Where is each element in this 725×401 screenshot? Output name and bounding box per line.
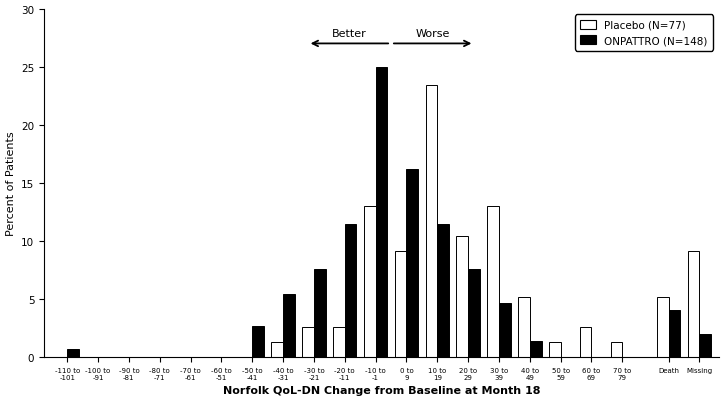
Bar [333,327,345,357]
Bar [407,170,418,357]
Bar [67,349,79,357]
X-axis label: Norfolk QoL-DN Change from Baseline at Month 18: Norfolk QoL-DN Change from Baseline at M… [223,385,541,395]
Bar [610,342,622,357]
Bar [376,67,387,357]
Bar [271,342,283,357]
Bar [688,252,700,357]
Bar [252,326,264,357]
Bar [668,310,680,357]
Bar [345,224,357,357]
Bar [487,207,499,357]
Bar [314,269,326,357]
Bar [499,303,510,357]
Text: Worse: Worse [415,28,450,38]
Bar [518,297,530,357]
Bar [580,327,592,357]
Bar [394,252,407,357]
Legend: Placebo (N=77), ONPATTRO (N=148): Placebo (N=77), ONPATTRO (N=148) [575,15,713,51]
Bar [700,334,711,357]
Bar [530,341,542,357]
Bar [364,207,376,357]
Bar [302,327,314,357]
Bar [426,86,437,357]
Bar [283,295,295,357]
Bar [437,224,449,357]
Y-axis label: Percent of Patients: Percent of Patients [6,131,15,235]
Bar [468,269,480,357]
Bar [657,297,668,357]
Text: Better: Better [332,28,367,38]
Bar [457,237,468,357]
Bar [549,342,560,357]
